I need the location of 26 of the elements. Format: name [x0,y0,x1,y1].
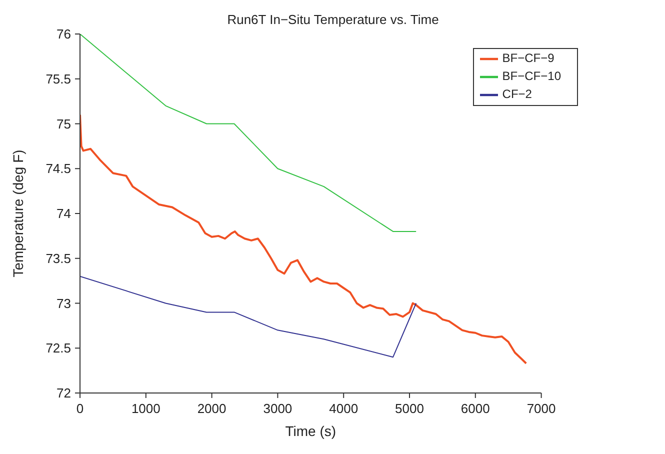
y-axis-title: Temperature (deg F) [10,150,26,278]
y-tick-label: 73.5 [46,250,71,266]
y-tick-label: 75.5 [46,71,71,86]
y-tick-label: 72 [56,386,71,401]
y-tick-label: 73 [56,296,71,311]
x-tick-label: 5000 [395,401,424,416]
x-tick-label: 7000 [526,401,556,416]
legend-label: CF−2 [502,87,532,102]
y-tick-label: 72.5 [46,340,71,356]
legend-label: BF−CF−10 [502,69,561,84]
y-tick-label: 76 [56,26,71,42]
x-tick-label: 4000 [329,401,358,416]
x-tick-label: 3000 [263,401,292,416]
chart-title: Run6T In−Situ Temperature vs. Time [226,12,440,27]
line-series [80,34,417,232]
x-tick-label: 0 [76,401,84,416]
x-axis-title: Time (s) [285,423,336,439]
x-tick-label: 6000 [460,401,490,416]
y-tick-label: 74 [56,206,71,222]
line-series [80,276,417,358]
y-tick-label: 75 [56,116,71,132]
line-series [80,114,528,364]
x-tick-label: 1000 [131,401,160,416]
legend-label: BF−CF−9 [502,51,554,66]
x-tick-label: 2000 [197,401,226,416]
y-tick-label: 74.5 [46,161,71,176]
